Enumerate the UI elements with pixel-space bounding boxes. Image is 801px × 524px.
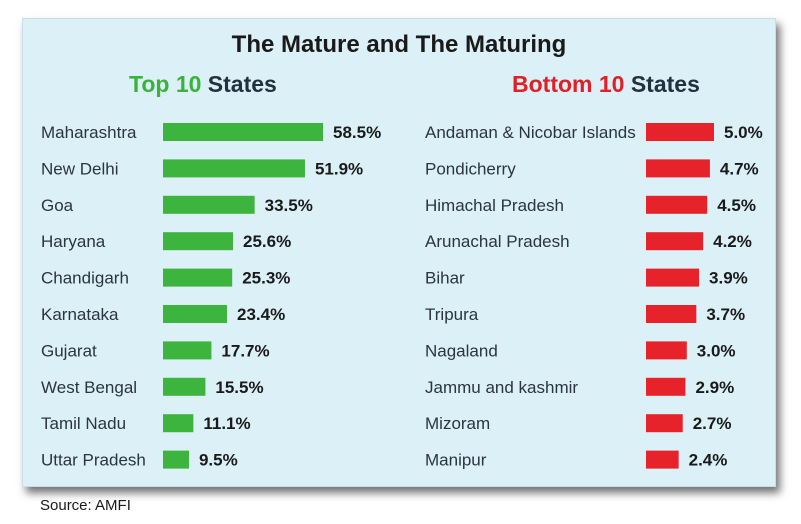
bottom-category-label: Jammu and kashmir bbox=[425, 378, 578, 397]
top-category-label: New Delhi bbox=[41, 159, 118, 178]
bottom-value-label: 4.5% bbox=[717, 196, 756, 215]
top-value-label: 25.6% bbox=[243, 232, 291, 251]
top-category-label: Uttar Pradesh bbox=[41, 451, 146, 470]
source-note: Source: AMFI bbox=[40, 497, 131, 514]
bottom-category-label: Himachal Pradesh bbox=[425, 196, 564, 215]
bottom-value-label: 4.7% bbox=[720, 159, 759, 178]
top-value-label: 23.4% bbox=[237, 305, 285, 324]
bottom-subtitle-accent: Bottom 10 bbox=[512, 71, 625, 97]
bottom-bar bbox=[646, 305, 697, 323]
top-category-label: West Bengal bbox=[41, 378, 137, 397]
bottom-category-label: Arunachal Pradesh bbox=[425, 232, 570, 251]
bottom-value-label: 3.0% bbox=[697, 341, 736, 360]
top-category-label: Maharashtra bbox=[41, 123, 137, 142]
top-bar bbox=[163, 305, 227, 323]
top-value-label: 33.5% bbox=[265, 196, 313, 215]
top-subtitle-rest: States bbox=[201, 71, 277, 97]
top-value-label: 51.9% bbox=[315, 159, 363, 178]
bottom-category-label: Tripura bbox=[425, 305, 479, 324]
bottom-value-label: 2.7% bbox=[693, 414, 732, 433]
top-bar bbox=[163, 341, 212, 360]
top-subtitle-accent: Top 10 bbox=[129, 71, 202, 97]
bottom-value-label: 4.2% bbox=[713, 232, 752, 251]
bottom-category-label: Mizoram bbox=[425, 414, 490, 433]
top-bar bbox=[163, 195, 255, 214]
top-value-label: 11.1% bbox=[203, 414, 250, 433]
top-bar bbox=[163, 232, 234, 251]
top-category-label: Karnataka bbox=[41, 305, 119, 324]
top-category-label: Haryana bbox=[41, 232, 106, 251]
bottom-value-label: 3.9% bbox=[709, 269, 748, 288]
top-value-label: 25.3% bbox=[242, 269, 290, 288]
bottom-bar bbox=[646, 123, 714, 141]
top-bar bbox=[163, 123, 323, 141]
top-subtitle: Top 10 States bbox=[129, 71, 277, 98]
top-bar bbox=[163, 450, 189, 469]
top-value-label: 17.7% bbox=[221, 341, 269, 360]
bottom-category-label: Andaman & Nicobar Islands bbox=[425, 123, 636, 142]
chart-title: The Mature and The Maturing bbox=[231, 31, 567, 58]
bottom-category-label: Bihar bbox=[425, 269, 465, 288]
bottom-category-label: Pondicherry bbox=[425, 159, 516, 178]
bottom-bar bbox=[646, 341, 687, 360]
top-value-label: 9.5% bbox=[199, 451, 238, 470]
top-value-label: 58.5% bbox=[333, 123, 381, 142]
top-bar bbox=[163, 268, 233, 287]
chart-card: The Mature and The Maturing Top 10 State… bbox=[22, 18, 776, 487]
bottom-bar bbox=[646, 450, 679, 469]
bottom-category-label: Nagaland bbox=[425, 341, 498, 360]
bottom-subtitle-rest: States bbox=[624, 71, 700, 97]
bottom-bar bbox=[646, 377, 686, 396]
top-bar bbox=[163, 414, 194, 433]
bar-chart-area: Maharashtra 58.5% New Delhi 51.9% Goa 33.5% Ha… bbox=[41, 123, 763, 470]
bottom-bar bbox=[646, 232, 704, 251]
top-value-label: 15.5% bbox=[215, 378, 263, 397]
top-bar bbox=[163, 377, 206, 396]
bottom-bar bbox=[646, 195, 708, 214]
top-category-label: Tamil Nadu bbox=[41, 414, 126, 433]
bottom-bar bbox=[646, 414, 683, 433]
bottom-subtitle: Bottom 10 States bbox=[512, 71, 700, 98]
bottom-value-label: 2.4% bbox=[689, 451, 728, 470]
bottom-bar bbox=[646, 159, 710, 178]
top-category-label: Goa bbox=[41, 196, 74, 215]
bottom-category-label: Manipur bbox=[425, 451, 487, 470]
bottom-value-label: 5.0% bbox=[724, 123, 763, 142]
bottom-value-label: 3.7% bbox=[706, 305, 745, 324]
top-category-label: Chandigarh bbox=[41, 269, 129, 288]
top-bar bbox=[163, 159, 305, 178]
top-category-label: Gujarat bbox=[41, 341, 97, 360]
bottom-bar bbox=[646, 268, 700, 287]
bottom-value-label: 2.9% bbox=[695, 378, 734, 397]
